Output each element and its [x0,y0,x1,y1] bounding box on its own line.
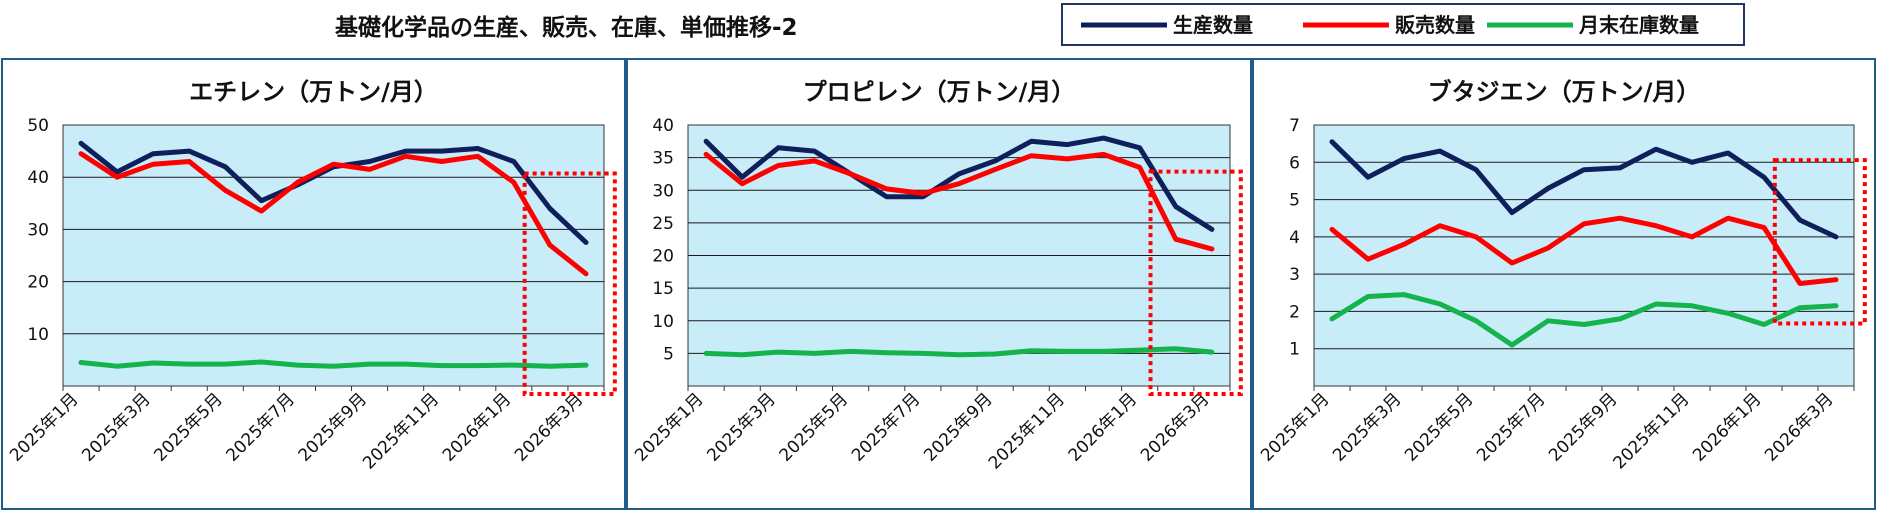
y-tick-label: 30 [652,181,674,201]
panel-ethylene: エチレン（万トン/月） 10 20 30 40 50 2025年1月 2025年3月 2025年… [1,58,626,510]
series-line-2 [1329,215,1839,286]
y-tick-label: 10 [652,312,674,332]
x-tick-label: 2026年1月 [439,389,515,465]
x-tick-label: 2025年1月 [631,389,707,465]
legend: 生産数量 販売数量 月末在庫数量 [1061,3,1745,46]
x-tick-label: 2025年7月 [848,389,924,465]
y-tick-label: 40 [652,116,674,136]
chart-title: エチレン（万トン/月） [189,78,438,106]
x-tick-label: 2025年9月 [920,389,996,465]
y-tick-label: 2 [1289,302,1300,322]
x-tick-label: 2025年11月 [359,389,443,473]
page-title: 基礎化学品の生産、販売、在庫、単価推移-2 [335,15,798,41]
y-tick-label: 3 [1289,265,1300,285]
x-tick-label: 2025年9月 [1545,389,1621,465]
panel-butadiene: ブタジエン（万トン/月） 1 2 3 4 5 6 7 2025年1月 2025年3月 2025年5月… [1252,58,1876,510]
chart-butadiene: ブタジエン（万トン/月） 1 2 3 4 5 6 7 2025年1月2025年3月2025年5月… [1257,78,1867,473]
panel-propylene: プロピレン（万トン/月） 5 10 15 20 25 30 35 40 2025年1月 2025年3… [626,58,1252,510]
y-tick-label: 35 [652,149,674,169]
x-tick-label: 2025年11月 [985,389,1069,473]
x-tick-label: 2026年1月 [1689,389,1765,465]
highlight-box [1148,169,1243,396]
series-line-3 [703,346,1215,358]
y-tick-label: 5 [1289,191,1300,211]
x-tick-label: 2026年3月 [511,389,587,465]
y-tick-label: 15 [652,279,674,299]
series-line-1 [703,135,1215,232]
series-line-2 [703,151,1215,252]
y-tick-label: 5 [663,344,674,364]
y-tick-label: 30 [27,220,49,240]
y-tick-label: 20 [652,247,674,267]
chart-propylene: プロピレン（万トン/月） 5 10 15 20 25 30 35 40 2025年1月2025年3… [631,78,1243,473]
x-tick-label: 2025年9月 [295,389,371,465]
legend-label-3: 月末在庫数量 [1578,13,1699,37]
y-tick-label: 4 [1289,228,1300,248]
chart-title: ブタジエン（万トン/月） [1428,78,1701,106]
chart-title: プロピレン（万トン/月） [803,78,1076,106]
y-tick-label: 7 [1289,116,1300,136]
legend-label-1: 生産数量 [1173,13,1253,37]
chart-ethylene: エチレン（万トン/月）10203040502025年1月2025年3月2025年… [6,78,617,473]
y-tick-label: 50 [27,116,49,136]
y-tick-label: 20 [27,273,49,293]
x-tick-label: 2026年1月 [1065,389,1141,465]
x-tick-label: 2025年11月 [1609,389,1693,473]
y-tick-label: 10 [27,325,49,345]
x-tick-label: 2025年7月 [223,389,299,465]
series-line-1 [1329,139,1839,240]
x-tick-label: 2025年5月 [1401,389,1477,465]
x-tick-label: 2025年3月 [1329,389,1405,465]
x-tick-label: 2025年5月 [150,389,226,465]
highlight-box [522,171,617,396]
series-line-3 [78,359,589,369]
x-tick-label: 2025年1月 [6,389,82,465]
series-line-3 [1329,292,1839,348]
y-tick-label: 1 [1289,340,1300,360]
y-tick-label: 6 [1289,153,1300,173]
x-tick-label: 2025年7月 [1473,389,1549,465]
series-line-2 [78,151,589,277]
highlight-box [1772,158,1867,326]
x-tick-label: 2025年5月 [776,389,852,465]
x-tick-label: 2025年3月 [78,389,154,465]
y-tick-label: 40 [27,168,49,188]
x-tick-label: 2025年3月 [703,389,779,465]
legend-svg: 生産数量 販売数量 月末在庫数量 [1081,13,1699,37]
y-tick-label: 25 [652,214,674,234]
legend-label-2: 販売数量 [1395,13,1475,37]
x-tick-label: 2026年3月 [1137,389,1213,465]
x-tick-label: 2025年1月 [1257,389,1333,465]
x-tick-label: 2026年3月 [1761,389,1837,465]
